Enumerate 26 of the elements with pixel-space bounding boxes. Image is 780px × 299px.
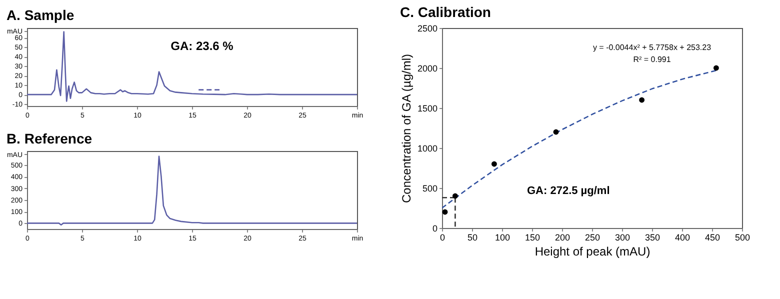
y-tick-label: 1500	[417, 104, 438, 114]
x-tick-label: 200	[554, 232, 570, 242]
annotation: R² = 0.991	[633, 55, 672, 64]
chart-title: C. Calibration	[400, 4, 491, 20]
x-tick-label: 100	[494, 232, 510, 242]
x-tick-label: 300	[614, 232, 630, 242]
chart-title: B. Reference	[6, 130, 92, 146]
y-tick-label: 1000	[417, 144, 438, 154]
x-tick-label: 50	[467, 232, 478, 242]
x-tick-label: 0	[440, 232, 446, 242]
y-tick-label: 500	[422, 184, 438, 194]
x-tick-label: 500	[734, 232, 750, 242]
x-tick-label: 150	[524, 232, 540, 242]
x-tick-label: 400	[674, 232, 690, 242]
annotation: y = -0.0044x² + 5.7758x + 253.23	[592, 43, 712, 52]
chart-title: A. Sample	[6, 6, 74, 23]
annotation: GA: 23.6 %	[170, 39, 234, 53]
y-tick-label: 0	[432, 224, 438, 234]
annotation: GA: 272.5 µg/ml	[527, 185, 610, 197]
y-tick-label: 2000	[417, 64, 438, 74]
x-tick-label: 450	[704, 232, 720, 242]
y-tick-label: 2500	[417, 24, 438, 34]
x-tick-label: 250	[584, 232, 600, 242]
x-axis-title: Height of peak (mAU)	[534, 244, 650, 258]
x-tick-label: 350	[644, 232, 660, 242]
y-axis-title: Concentration of GA (µg/ml)	[399, 54, 414, 203]
